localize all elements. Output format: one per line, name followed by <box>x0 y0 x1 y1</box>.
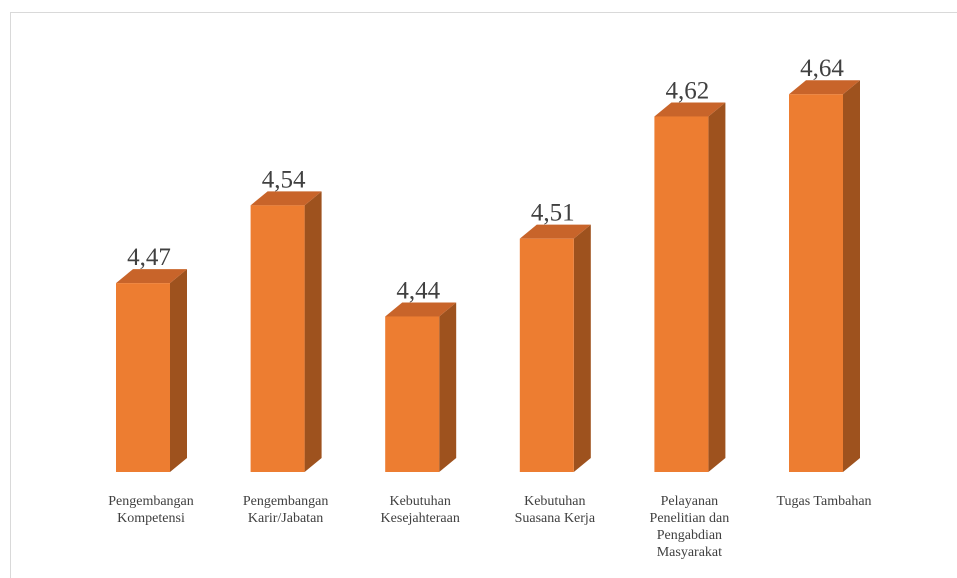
data-label: 4,47 <box>127 244 171 271</box>
category-label-line: Kompetensi <box>117 511 185 526</box>
bar-top-face <box>519 224 591 239</box>
category-label-line: Kebutuhan <box>524 494 585 509</box>
chart-frame <box>10 12 957 578</box>
category-label-line: Tugas Tambahan <box>776 494 871 509</box>
bar-side-face <box>708 102 726 472</box>
category-label-line: Kesejahteraan <box>381 511 460 526</box>
bar-top-face <box>385 302 457 317</box>
bar-top-face <box>250 191 322 206</box>
category-label: Kebutuhan Kesejahteraan <box>381 494 460 526</box>
bar <box>789 94 843 472</box>
category-label: Tugas Tambahan <box>776 494 871 509</box>
category-label-line: Pelayanan <box>661 494 719 509</box>
bar-side-face <box>573 224 591 472</box>
bar <box>385 316 440 472</box>
bar-side-face <box>843 80 860 472</box>
data-label: 4,62 <box>666 77 710 104</box>
bar <box>116 283 170 472</box>
data-label: 4,51 <box>531 200 575 227</box>
bar-top-face <box>654 102 726 117</box>
bar-side-face <box>170 269 187 472</box>
category-label-line: Pengabdian <box>657 528 722 543</box>
category-label: Pelayanan Penelitian dan Pengabdian Masyara… <box>650 494 730 560</box>
category-label: Kebutuhan Suasana Kerja <box>515 494 596 526</box>
data-label: 4,44 <box>396 277 440 304</box>
bar-top-face <box>116 269 187 284</box>
data-label: 4,54 <box>262 166 306 193</box>
category-label-line: Pengembangan <box>243 494 329 509</box>
category-label-line: Suasana Kerja <box>515 511 596 526</box>
data-label: 4,64 <box>800 55 844 82</box>
category-label: Pengembangan Karir/Jabatan <box>243 494 329 526</box>
bar <box>250 205 305 473</box>
bar <box>654 116 709 472</box>
category-label-line: Kebutuhan <box>389 494 450 509</box>
category-label: Pengembangan Kompetensi <box>108 494 194 526</box>
category-label-line: Karir/Jabatan <box>248 511 323 526</box>
bar <box>519 238 574 472</box>
category-label-line: Masyarakat <box>657 545 722 560</box>
bar-side-face <box>439 302 457 472</box>
category-label-line: Penelitian dan <box>650 511 730 526</box>
category-label-line: Pengembangan <box>108 494 194 509</box>
bar-top-face <box>789 80 860 95</box>
bar-side-face <box>304 191 322 473</box>
